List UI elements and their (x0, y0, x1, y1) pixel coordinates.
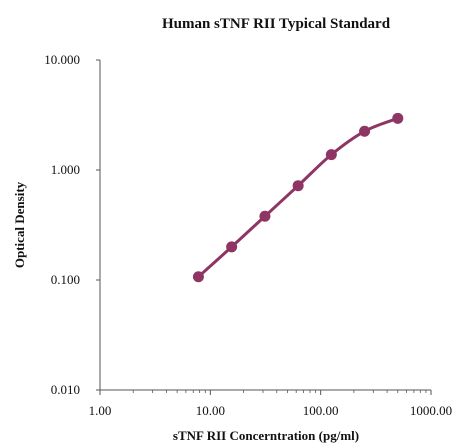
x-tick-label: 10.00 (196, 403, 225, 418)
x-axis-ticks: 1.00 10.00 100.00 1000.00 (89, 390, 452, 418)
series-line (197, 116, 399, 278)
data-point (325, 149, 337, 161)
x-tick-label: 1.00 (89, 403, 112, 418)
y-tick-label: 1.000 (51, 162, 80, 177)
data-point (359, 125, 371, 137)
y-tick-label: 0.100 (51, 272, 80, 287)
y-axis-label: Optical Density (12, 181, 27, 268)
chart-title: Human sTNF RII Typical Standard (162, 16, 391, 32)
data-point (292, 180, 304, 192)
data-point (226, 241, 238, 253)
x-tick-label: 100.00 (303, 403, 339, 418)
y-axis-ticks: 0.010 0.100 1.000 10.000 (44, 52, 100, 397)
data-point (259, 210, 271, 222)
data-point (392, 112, 404, 124)
y-tick-label: 0.010 (51, 382, 80, 397)
y-tick-label: 10.000 (44, 52, 80, 67)
series-layer (192, 112, 404, 283)
x-axis-label: sTNF RII Concerntration (pg/ml) (173, 428, 359, 443)
data-point (192, 271, 204, 283)
x-tick-label: 1000.00 (410, 403, 452, 418)
